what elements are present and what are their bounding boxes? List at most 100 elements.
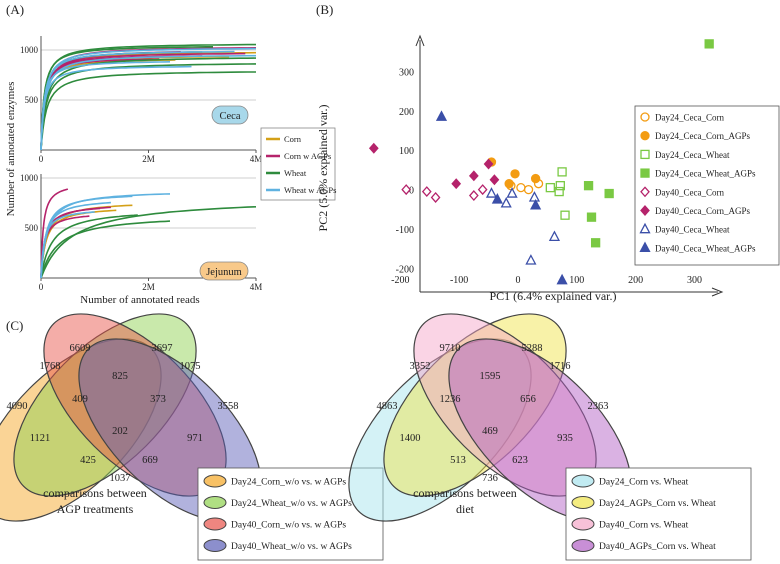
legend-label: Day24_Ceca_Corn (655, 113, 724, 123)
venn-region-count: 1595 (480, 371, 501, 382)
venn-legend-swatch (203, 474, 227, 488)
pca-y-tick-label: 0 (409, 186, 414, 197)
venn-region-count: 4863 (377, 401, 398, 412)
pca-point (483, 158, 494, 170)
venn-region-count: 669 (142, 455, 158, 466)
pca-point (468, 170, 479, 182)
rarefaction-curve (40, 61, 171, 151)
pca-point (401, 184, 412, 196)
legend-marker (639, 222, 651, 234)
pca-point (590, 238, 601, 248)
venn-agp-treatments: 4090 6609 3697 3558 1768 825 1075 409 373 1121 202… (0, 313, 384, 561)
venn-set-ellipse (13, 313, 197, 497)
rarefaction-curve (40, 211, 95, 279)
venn-region-count: 513 (450, 455, 466, 466)
pca-y-arrow (415, 34, 425, 47)
pca-y-tick-label: 100 (399, 146, 414, 157)
venn-region-count: 971 (187, 433, 203, 444)
pca-point (704, 39, 714, 49)
venn-region-count: 1716 (550, 361, 571, 372)
pca-x-tick-label: 300 (687, 275, 702, 286)
pca-point (583, 181, 594, 191)
tissue-label: Jejunum (206, 267, 242, 278)
venn-legend-label: Day40_Corn vs. Wheat (599, 521, 689, 531)
pca-y-axis-label: PC2 (5.0% explained var.) (316, 105, 330, 232)
legend-frame (634, 105, 780, 266)
venn-legend-label: Day24_Corn_w/o vs. w AGPs (231, 478, 346, 488)
venn-region-count: 4090 (7, 401, 28, 412)
venn-legend-swatch (203, 496, 227, 509)
legend-label: Wheat (284, 168, 307, 178)
pca-point (468, 190, 479, 201)
legend-label: Day24_Ceca_Wheat_AGPs (655, 169, 756, 179)
pca-x-tick-label: 200 (628, 275, 643, 286)
venn-region-count: 1037 (110, 473, 131, 484)
legend-label: Wheat w AGPs (284, 185, 336, 195)
venn-caption: AGP treatments (57, 502, 134, 516)
venn-legend-label: Day24_Wheat_w/o vs. w AGPs (231, 499, 352, 509)
venn-region-count: 623 (512, 455, 528, 466)
venn-legend-label: Day40_Wheat_w/o vs. w AGPs (231, 542, 352, 552)
venn-set-ellipse (383, 313, 567, 497)
venn-set-ellipse (348, 338, 532, 522)
venn-region-count: 825 (112, 371, 128, 382)
rarefaction-curve (40, 54, 256, 151)
rarefaction-legend: Corn Corn w AGPs Wheat Wheat w AGPs (260, 127, 336, 201)
y-tick-label: 1000 (20, 45, 39, 55)
pca-point (560, 210, 570, 220)
rarefaction-y-axis-label: Number of annotated enzymes (5, 82, 17, 217)
legend-marker (640, 168, 650, 178)
tissue-label: Ceca (220, 111, 241, 122)
pca-scatter-plot: -200 -100 0 100 200 300 -200 -100 0 100 200 300 (368, 34, 724, 297)
pca-point (491, 193, 503, 204)
venn-region-count: 1075 (180, 361, 201, 372)
legend-marker (640, 112, 650, 122)
pca-panel: -200 -100 0 100 200 300 -200 -100 0 100 200 300 PC1… (316, 34, 780, 303)
pca-point (516, 182, 526, 193)
venn-diet: 4863 9710 5288 2363 3352 1595 1716 1236 656 1400 4… (348, 313, 752, 561)
pca-x-axis-label: PC1 (6.4% explained var.) (490, 289, 617, 303)
venn-region-count: 3352 (410, 361, 431, 372)
pca-point (586, 212, 597, 222)
legend-marker (640, 186, 650, 198)
rarefaction-curve (40, 220, 171, 279)
panel-label-a: (A) (6, 2, 24, 17)
pca-point (557, 167, 567, 177)
pca-point (545, 182, 555, 193)
pca-point (430, 191, 441, 203)
venn-caption: diet (456, 502, 475, 516)
pca-x-tick-label: -100 (450, 275, 468, 286)
tissue-label-pill (211, 105, 249, 125)
pca-point (548, 230, 561, 242)
y-tick-label: 1000 (20, 173, 39, 183)
venn-legend-swatch (571, 517, 595, 531)
panel-label-c: (C) (6, 318, 23, 333)
panel-label-b: (B) (316, 2, 333, 17)
venn-legend-swatch (571, 474, 595, 488)
legend-marker (640, 205, 650, 216)
legend-label: Day40_Ceca_Wheat_AGPs (655, 243, 756, 253)
x-tick-label: 2M (142, 282, 155, 292)
pca-point (528, 191, 541, 202)
pca-point (530, 198, 542, 210)
venn-region-count: 3697 (152, 343, 173, 354)
venn-region-count: 425 (80, 455, 96, 466)
pca-legend: Day24_Ceca_Corn Day24_Ceca_Corn_AGPs Day24… (634, 105, 780, 266)
venn-region-count: 202 (112, 426, 128, 437)
y-tick-label: 500 (25, 223, 39, 233)
pca-point (421, 186, 432, 198)
legend-label: Day40_Ceca_Corn (655, 187, 724, 197)
pca-point (604, 188, 614, 199)
venn-region-count: 3558 (218, 401, 239, 412)
pca-point (485, 187, 498, 198)
rarefaction-curve (40, 214, 138, 279)
venn-region-count: 935 (557, 433, 573, 444)
pca-point (504, 179, 514, 189)
pca-point (525, 254, 537, 265)
pca-point (523, 184, 534, 195)
venn-region-count: 1121 (30, 433, 51, 444)
pca-point (556, 273, 568, 285)
venn-legend-label: Day40_AGPs_Corn vs. Wheat (599, 542, 716, 552)
venn-region-count: 1400 (400, 433, 421, 444)
